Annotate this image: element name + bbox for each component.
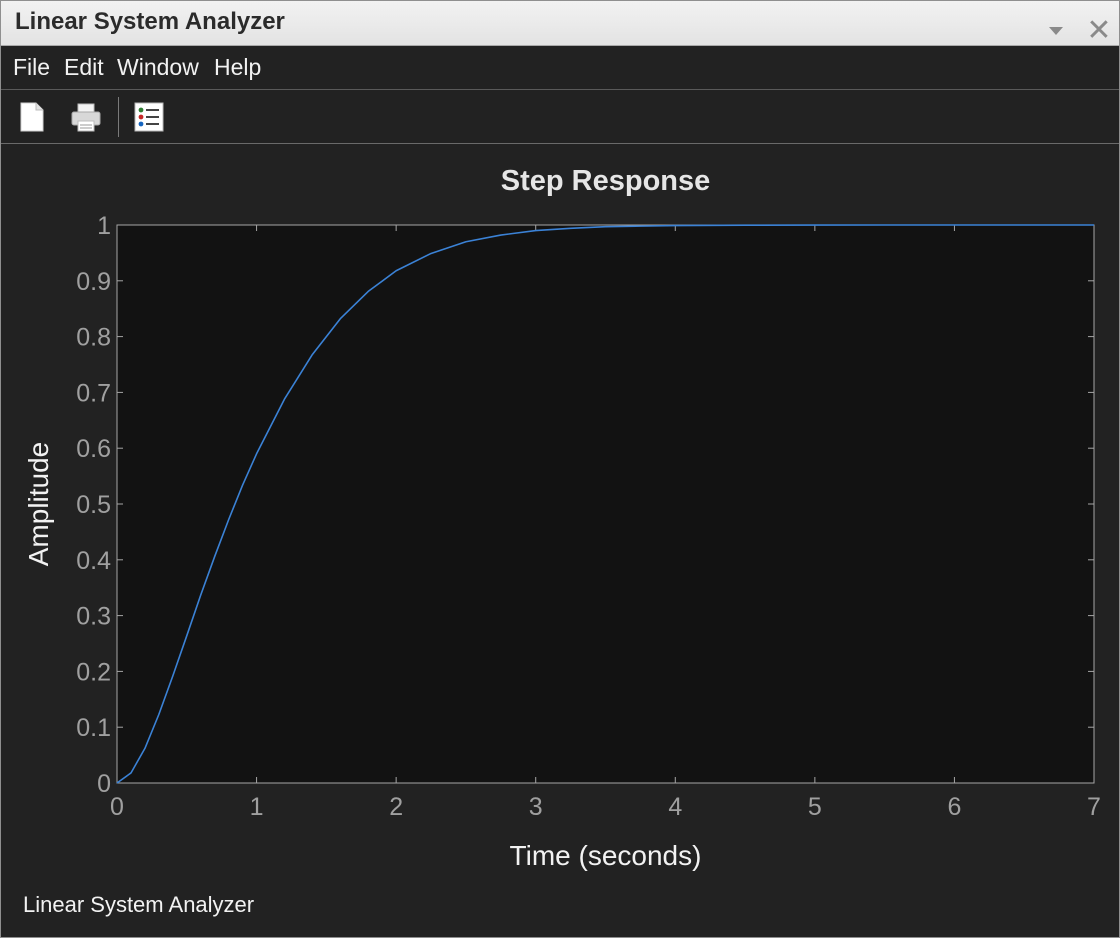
y-tick-label: 0.6 bbox=[76, 435, 111, 463]
y-tick-label: 0 bbox=[97, 770, 111, 798]
x-tick-label: 7 bbox=[1087, 793, 1101, 821]
y-tick-label: 0.7 bbox=[76, 379, 111, 407]
y-tick-label: 1 bbox=[97, 212, 111, 240]
toolbar bbox=[1, 90, 1119, 144]
menu-edit[interactable]: Edit bbox=[64, 54, 104, 80]
status-text: Linear System Analyzer bbox=[23, 892, 255, 917]
x-tick-label: 4 bbox=[668, 793, 682, 821]
y-tick-label: 0.5 bbox=[76, 491, 111, 519]
legend-properties-icon[interactable] bbox=[132, 99, 166, 135]
toolbar-separator bbox=[118, 97, 119, 137]
new-document-icon[interactable] bbox=[15, 99, 49, 135]
chart-title: Step Response bbox=[501, 165, 711, 197]
menu-window[interactable]: Window bbox=[117, 54, 199, 80]
plot-area-container: Step Response 0 1 2 3 4 5 6 7 0 0.1 0.2 0.3 0.4 0.5 0.6… bbox=[1, 144, 1119, 937]
x-tick-label: 0 bbox=[110, 793, 124, 821]
menu-bar: File Edit Window Help bbox=[1, 46, 1119, 90]
step-response-line bbox=[116, 224, 1094, 784]
x-tick-label: 1 bbox=[250, 793, 264, 821]
y-tick-label: 0.8 bbox=[76, 324, 111, 352]
y-tick-label: 0.2 bbox=[76, 658, 111, 686]
x-tick-label: 2 bbox=[389, 793, 403, 821]
plot-background bbox=[116, 224, 1095, 784]
x-tick-label: 6 bbox=[947, 793, 961, 821]
y-tick-label: 0.3 bbox=[76, 603, 111, 631]
close-icon[interactable]: ✕ bbox=[1086, 14, 1112, 47]
y-tick-label: 0.9 bbox=[76, 268, 111, 296]
x-tick-label: 3 bbox=[529, 793, 543, 821]
chevron-down-icon[interactable] bbox=[1049, 27, 1063, 35]
title-bar[interactable]: Linear System Analyzer ✕ bbox=[1, 1, 1119, 46]
y-tick-label: 0.1 bbox=[76, 714, 111, 742]
y-tick-label: 0.4 bbox=[76, 547, 111, 575]
y-axis-label: Amplitude bbox=[23, 442, 54, 567]
step-response-chart[interactable]: Step Response 0 1 2 3 4 5 6 7 0 0.1 0.2 0.3 0.4 0.5 0.6… bbox=[1, 144, 1119, 884]
window-title: Linear System Analyzer bbox=[15, 8, 285, 35]
x-axis-label: Time (seconds) bbox=[510, 840, 702, 871]
menu-help[interactable]: Help bbox=[214, 54, 262, 80]
print-icon[interactable] bbox=[69, 99, 103, 135]
menu-file[interactable]: File bbox=[13, 54, 51, 80]
x-tick-label: 5 bbox=[808, 793, 822, 821]
